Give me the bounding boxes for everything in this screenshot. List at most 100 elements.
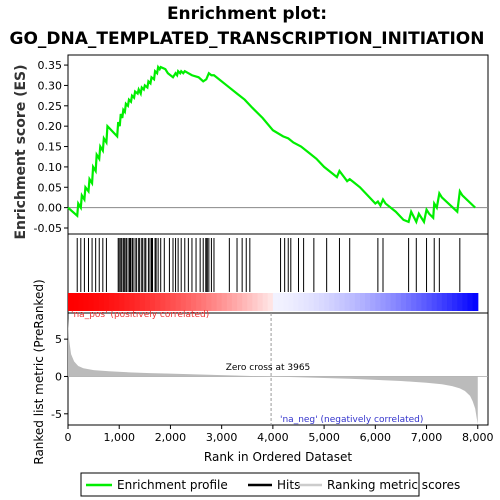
heatmap-segment	[129, 293, 136, 311]
heatmap-segment	[231, 293, 238, 311]
heatmap-segment	[68, 293, 74, 311]
heatmap-segment	[318, 293, 325, 311]
es-y-axis: -0.05 0.00 0.05 0.10 0.15 0.20 0.25 0.30 0.35	[34, 59, 68, 235]
heatmap-segment	[293, 293, 300, 311]
x-tick-label: 3,000	[206, 431, 238, 444]
es-y-tick-label: 0.15	[38, 141, 63, 154]
es-y-tick-label: 0.10	[38, 161, 63, 174]
heatmap-segment	[283, 293, 289, 311]
heatmap-segment	[308, 293, 315, 311]
heatmap-segment	[288, 293, 294, 311]
heatmap-segment	[370, 293, 376, 311]
legend-ranking-label: Ranking metric scores	[327, 478, 460, 492]
heatmap-segment	[406, 293, 412, 311]
heatmap-segment	[421, 293, 428, 311]
x-axis-label: Rank in Ordered Dataset	[204, 450, 352, 464]
heatmap-segment	[416, 293, 423, 311]
chart-title: Enrichment plot:	[167, 4, 327, 24]
heatmap-segment	[155, 293, 161, 311]
heatmap-segment	[78, 293, 84, 311]
x-axis: 0 1,000 2,000 3,000 4,000 5,000 6,000 7,000 8,00…	[65, 425, 494, 444]
heatmap-segment	[211, 293, 218, 311]
heatmap-segment	[170, 293, 177, 311]
heatmap-segment	[175, 293, 182, 311]
heatmap-segment	[278, 293, 284, 311]
heatmap-segment	[134, 293, 141, 311]
heatmap-segment	[375, 293, 382, 311]
heatmap-segment	[313, 293, 320, 311]
positive-correlation-label: 'na_pos' (positively correlated)	[71, 310, 209, 320]
heatmap-segment	[98, 293, 105, 311]
heatmap-segment	[359, 293, 366, 311]
legend-hits-label: Hits	[277, 478, 300, 492]
es-y-axis-label: Enrichment score (ES)	[13, 64, 29, 239]
heatmap-segment	[160, 293, 166, 311]
heatmap-segment	[426, 293, 433, 311]
heatmap-segment	[165, 293, 172, 311]
es-y-tick-label: 0.30	[38, 79, 63, 92]
heatmap-segment	[226, 293, 233, 311]
heatmap-segment	[431, 293, 438, 311]
heatmap-segment	[349, 293, 356, 311]
heatmap-segment	[400, 293, 407, 311]
chart-legend: Enrichment profile Hits Ranking metric s…	[80, 472, 460, 497]
x-tick-label: 2,000	[155, 431, 187, 444]
heatmap-segment	[462, 293, 469, 311]
heatmap-segment	[436, 293, 443, 311]
heatmap-segment	[144, 293, 151, 311]
heatmap-segment	[88, 293, 95, 311]
heatmap-segment	[329, 293, 335, 311]
x-tick-label: 1,000	[103, 431, 135, 444]
heatmap-segment	[83, 293, 90, 311]
heatmap-segment	[252, 293, 259, 311]
heatmap-segment	[108, 293, 115, 311]
es-y-tick-label: 0.00	[38, 202, 63, 215]
x-tick-label: 4,000	[257, 431, 289, 444]
ranked-list-heatmap-bar	[68, 293, 479, 311]
heatmap-segment	[457, 293, 463, 311]
metric-y-tick-label: 0	[55, 370, 62, 383]
chart-subtitle: GO_DNA_TEMPLATED_TRANSCRIPTION_INITIATIO…	[10, 29, 485, 49]
hits-panel	[76, 238, 461, 292]
heatmap-segment	[303, 293, 310, 311]
heatmap-segment	[380, 293, 387, 311]
heatmap-segment	[247, 293, 253, 311]
heatmap-segment	[365, 293, 371, 311]
heatmap-segment	[139, 293, 146, 311]
heatmap-segment	[185, 293, 192, 311]
heatmap-segment	[114, 293, 120, 311]
heatmap-segment	[272, 293, 279, 311]
heatmap-segment	[180, 293, 187, 311]
heatmap-segment	[196, 293, 202, 311]
legend-profile-label: Enrichment profile	[117, 478, 228, 492]
heatmap-segment	[206, 293, 213, 311]
es-y-tick-label: 0.35	[38, 59, 63, 72]
heatmap-segment	[411, 293, 417, 311]
heatmap-segment	[447, 293, 453, 311]
heatmap-segment	[324, 293, 330, 311]
heatmap-segment	[242, 293, 248, 311]
es-y-tick-label: 0.20	[38, 120, 63, 133]
plot-frame	[67, 54, 489, 426]
heatmap-segment	[73, 293, 79, 311]
heatmap-segment	[149, 293, 156, 311]
ranking-metric-panel: -5 0 5	[51, 313, 488, 425]
heatmap-segment	[467, 293, 474, 311]
heatmap-segment	[452, 293, 458, 311]
es-y-tick-label: -0.05	[34, 222, 62, 235]
heatmap-segment	[93, 293, 100, 311]
x-tick-label: 6,000	[360, 431, 392, 444]
heatmap-segment	[298, 293, 305, 311]
heatmap-segment	[390, 293, 397, 311]
metric-y-tick-label: -5	[51, 408, 62, 421]
heatmap-segment	[472, 293, 479, 311]
x-tick-label: 7,000	[411, 431, 443, 444]
es-y-tick-label: 0.05	[38, 181, 63, 194]
metric-y-axis: -5 0 5	[51, 333, 68, 421]
heatmap-segment	[334, 293, 341, 311]
heatmap-segment	[344, 293, 351, 311]
negative-correlation-label: 'na_neg' (negatively correlated)	[280, 415, 423, 425]
heatmap-segment	[262, 293, 269, 311]
heatmap-segment	[339, 293, 346, 311]
